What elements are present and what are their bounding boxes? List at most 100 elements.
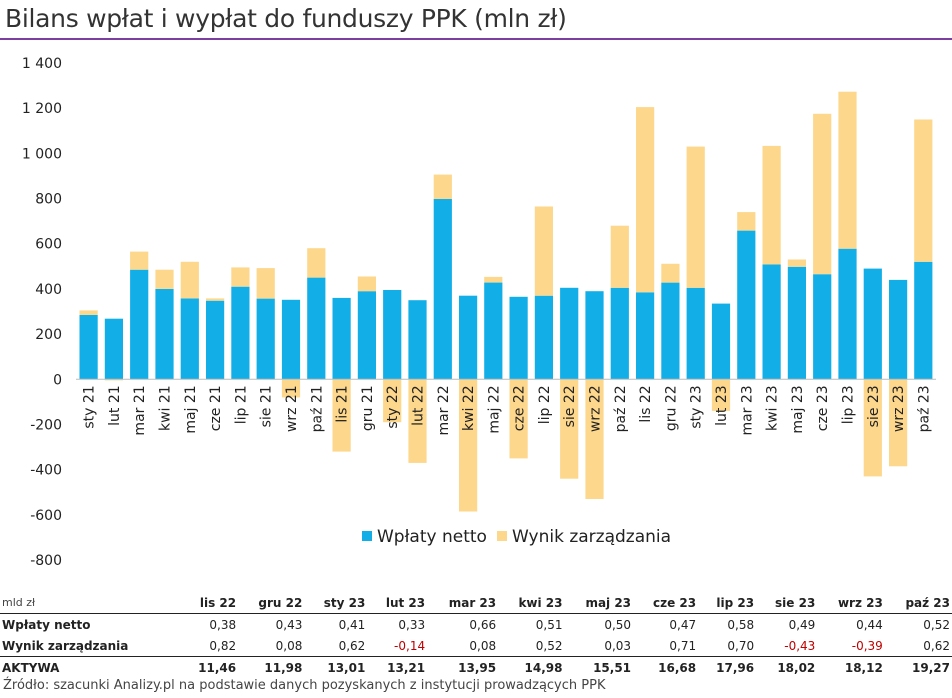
bar-wynik-zarzadzania — [661, 263, 680, 283]
x-tick-label: gru 21 — [360, 385, 376, 431]
x-tick-label: kwi 22 — [461, 385, 477, 431]
bar-wplaty-netto — [281, 299, 301, 380]
bar-wplaty-netto — [838, 248, 857, 380]
bar-wynik-zarzadzania — [79, 310, 98, 315]
bar-wynik-zarzadzania — [509, 379, 528, 459]
bar-wynik-zarzadzania — [357, 276, 376, 292]
y-tick-label: 1 400 — [22, 56, 62, 72]
table-cell: 0,66 — [469, 617, 497, 632]
bar-wynik-zarzadzania — [130, 251, 149, 270]
table-cell: 0,08 — [469, 638, 497, 653]
bar-wynik-zarzadzania — [560, 379, 579, 479]
row-label: Wynik zarządzania — [2, 638, 129, 653]
bar-wplaty-netto — [130, 269, 149, 380]
table-cell: 0,43 — [275, 617, 303, 632]
table-cell: 13,95 — [458, 660, 497, 675]
x-tick-label: kwi 23 — [765, 385, 781, 431]
table-cell: -0,14 — [394, 638, 426, 653]
x-tick-label: mar 22 — [436, 385, 452, 435]
bar-wynik-zarzadzania — [534, 206, 553, 296]
table-cell: 0,50 — [604, 617, 632, 632]
table-cell: 15,51 — [593, 660, 632, 675]
x-axis-labels: sty 21 lut 21 mar 21 kwi 21 maj 21 cze 21 lip … — [82, 385, 933, 435]
x-tick-label: cze 22 — [512, 385, 528, 431]
bar-wplaty-netto — [509, 296, 528, 380]
bar-wynik-zarzadzania — [711, 379, 731, 411]
bars — [79, 91, 933, 512]
y-tick-label: 800 — [35, 192, 62, 208]
y-tick-label: -800 — [30, 553, 62, 569]
table-cell: 19,27 — [912, 660, 950, 675]
bar-wynik-zarzadzania — [762, 145, 781, 265]
table-cell: 0,49 — [788, 617, 816, 632]
bar-wynik-zarzadzania — [484, 276, 503, 283]
bar-wplaty-netto — [307, 277, 326, 380]
chart-title: Bilans wpłat i wypłat do funduszy PPK (m… — [5, 4, 567, 33]
y-tick-label: 400 — [35, 282, 62, 298]
table-header: lut 23 — [385, 595, 426, 610]
table-cell: 0,82 — [209, 638, 237, 653]
bar-wplaty-netto — [711, 303, 731, 380]
x-tick-label: lip 21 — [233, 385, 249, 424]
legend: Wpłaty netto Wynik zarządzania — [362, 527, 671, 547]
bar-wynik-zarzadzania — [180, 261, 199, 299]
bar-wynik-zarzadzania — [737, 212, 756, 231]
table-cell: 0,03 — [604, 638, 632, 653]
bar-wplaty-netto — [79, 314, 98, 380]
table-cell: 0,41 — [338, 617, 366, 632]
source-note: Źródło: szacunki Analizy.pl na podstawie… — [3, 678, 606, 693]
bar-wynik-zarzadzania — [307, 248, 326, 278]
x-tick-label: cze 21 — [208, 385, 224, 431]
y-tick-label: -400 — [30, 463, 62, 479]
table-cell: 0,52 — [923, 617, 950, 632]
x-tick-label: wrz 21 — [284, 385, 300, 432]
table-header: kwi 23 — [518, 595, 563, 610]
bar-wynik-zarzadzania — [231, 267, 250, 287]
bar-wynik-zarzadzania — [863, 379, 882, 477]
summary-table: mld zł lis 22 gru 22 sty 23 lut 23 mar 2… — [0, 592, 952, 678]
bar-wplaty-netto — [104, 318, 123, 380]
table-cell: 0,44 — [856, 617, 883, 632]
bar-wplaty-netto — [231, 286, 250, 380]
table-row: Wynik zarządzania 0,82 0,08 0,62 -0,14 0… — [0, 635, 952, 657]
legend-swatch-wplaty — [362, 531, 372, 541]
x-tick-label: wrz 23 — [891, 385, 907, 432]
table-cell: -0,39 — [851, 638, 883, 653]
x-tick-label: sty 22 — [385, 385, 401, 428]
table-row-total: AKTYWA 11,46 11,98 13,01 13,21 13,95 14,… — [0, 656, 952, 679]
bar-wplaty-netto — [206, 300, 225, 380]
y-tick-label: 1 000 — [22, 146, 62, 162]
x-tick-label: kwi 21 — [158, 385, 174, 431]
x-tick-label: mar 23 — [739, 385, 755, 435]
table-cell: 16,68 — [658, 660, 697, 675]
table-header: lis 22 — [199, 595, 237, 610]
table-header: sty 23 — [323, 595, 366, 610]
table-cell: 11,98 — [264, 660, 303, 675]
bar-wplaty-netto — [813, 274, 832, 380]
table-cell: 0,70 — [727, 638, 755, 653]
bar-wynik-zarzadzania — [686, 146, 705, 288]
bar-chart: 1 400 1 200 1 000 800 600 400 200 0 -200 -400 -600… — [22, 56, 936, 569]
x-tick-label: paź 22 — [613, 385, 629, 432]
y-tick-label: -600 — [30, 508, 62, 524]
table-cell: 0,52 — [535, 638, 563, 653]
table-cell: 0,62 — [338, 638, 366, 653]
bar-wplaty-netto — [762, 264, 781, 380]
bar-wynik-zarzadzania — [332, 379, 351, 452]
table-cell: 0,08 — [275, 638, 303, 653]
x-tick-label: paź 23 — [916, 385, 932, 432]
y-tick-label: 1 200 — [22, 101, 62, 117]
bar-wplaty-netto — [180, 298, 199, 380]
y-axis: 1 400 1 200 1 000 800 600 400 200 0 -200 -400 -600… — [22, 56, 62, 569]
x-tick-label: sie 21 — [259, 385, 275, 427]
table-header: gru 22 — [258, 595, 303, 610]
bar-wplaty-netto — [610, 287, 629, 380]
bar-wplaty-netto — [585, 291, 604, 380]
title-rule — [0, 38, 952, 40]
table-cell: 0,58 — [727, 617, 755, 632]
table-cell: 11,46 — [198, 660, 237, 675]
bar-wplaty-netto — [914, 261, 933, 380]
bar-wplaty-netto — [332, 297, 351, 380]
legend-label-wplaty: Wpłaty netto — [377, 527, 487, 547]
x-tick-label: sie 22 — [562, 385, 578, 427]
